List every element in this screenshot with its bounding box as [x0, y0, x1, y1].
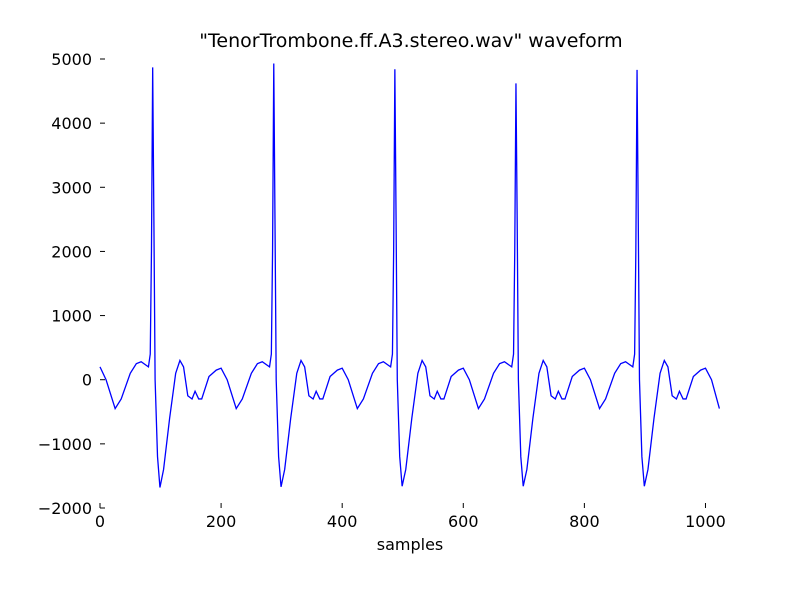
y-tick-label: 0: [82, 371, 92, 390]
y-tick-label: 2000: [51, 242, 92, 261]
y-tick-label: 3000: [51, 178, 92, 197]
x-tick-label: 800: [569, 512, 600, 531]
y-tick-label: 4000: [51, 114, 92, 133]
y-tick-label: 1000: [51, 307, 92, 326]
y-tick-label: 5000: [51, 50, 92, 69]
x-tick-label: 400: [327, 512, 358, 531]
chart-title: "TenorTrombone.ff.A3.stereo.wav" wavefor…: [199, 30, 622, 52]
x-tick-label: 0: [95, 512, 105, 531]
y-tick-label: −1000: [38, 435, 92, 454]
x-tick-label: 1000: [685, 512, 726, 531]
x-axis-label: samples: [377, 535, 444, 554]
waveform-line: [99, 63, 721, 488]
x-tick-label: 600: [448, 512, 479, 531]
x-tick-label: 200: [206, 512, 237, 531]
y-tick-label: −2000: [38, 499, 92, 518]
